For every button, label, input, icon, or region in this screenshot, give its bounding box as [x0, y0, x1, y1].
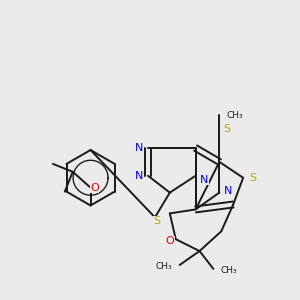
Text: S: S	[153, 216, 161, 226]
Text: N: N	[224, 186, 232, 196]
Text: O: O	[90, 183, 99, 193]
Text: O: O	[165, 236, 174, 246]
Text: S: S	[224, 124, 231, 134]
Text: N: N	[135, 143, 143, 153]
Text: CH₃: CH₃	[227, 111, 244, 120]
Text: N: N	[135, 171, 143, 181]
Text: N: N	[200, 175, 209, 185]
Text: CH₃: CH₃	[221, 266, 238, 275]
Text: CH₃: CH₃	[156, 262, 172, 272]
Text: S: S	[250, 173, 256, 183]
